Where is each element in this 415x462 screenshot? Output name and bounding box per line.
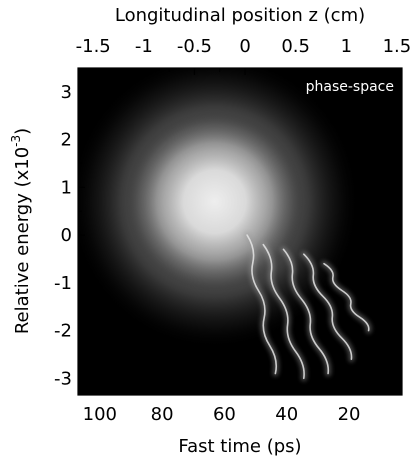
- left-tick-label: -1: [54, 273, 72, 294]
- bottom-tick-label: 60: [213, 404, 236, 425]
- left-axis-ticks: 3 2 1 0 -1 -2 -3: [54, 82, 85, 389]
- bottom-tick-label: 100: [83, 404, 117, 425]
- bottom-axis-ticks: 100 80 60 40 20: [83, 388, 381, 425]
- filament: [262, 243, 305, 380]
- left-axis-title: Relative energy (x10-3): [9, 128, 33, 334]
- density-layer: [78, 68, 372, 382]
- top-tick-label: 1.5: [383, 36, 412, 57]
- top-axis-ticks: -1.5 -1 -0.5 0 0.5 1 1.5: [76, 36, 412, 75]
- left-tick-label: 0: [61, 225, 72, 246]
- left-axis-title-close: ): [12, 128, 33, 135]
- filament: [323, 262, 370, 332]
- left-axis-title-superscript: -3: [9, 135, 23, 147]
- top-tick-label: -1: [135, 36, 153, 57]
- filament: [246, 234, 278, 375]
- density-core: [125, 111, 304, 292]
- filament: [303, 253, 353, 360]
- top-tick-label: -0.5: [177, 36, 212, 57]
- bottom-tick-label: 80: [151, 404, 174, 425]
- top-tick-label: 0.5: [281, 36, 310, 57]
- bottom-tick-label: 20: [338, 404, 361, 425]
- left-tick-label: -2: [54, 321, 72, 342]
- left-tick-label: -3: [54, 368, 72, 389]
- top-tick-label: 1: [341, 36, 352, 57]
- filament: [282, 248, 330, 375]
- left-axis-title-main: Relative energy (x10: [12, 147, 33, 334]
- panel-label: phase-space: [306, 79, 394, 95]
- plot-frame: [77, 67, 403, 396]
- top-axis-title: Longitudinal position z (cm): [115, 5, 365, 26]
- top-tick-label: -1.5: [76, 36, 111, 57]
- bottom-axis-title: Fast time (ps): [178, 436, 301, 457]
- left-tick-label: 2: [61, 130, 72, 151]
- left-tick-label: 3: [61, 82, 72, 103]
- bottom-tick-label: 40: [275, 404, 298, 425]
- top-tick-label: 0: [239, 36, 250, 57]
- left-tick-label: 1: [61, 177, 72, 198]
